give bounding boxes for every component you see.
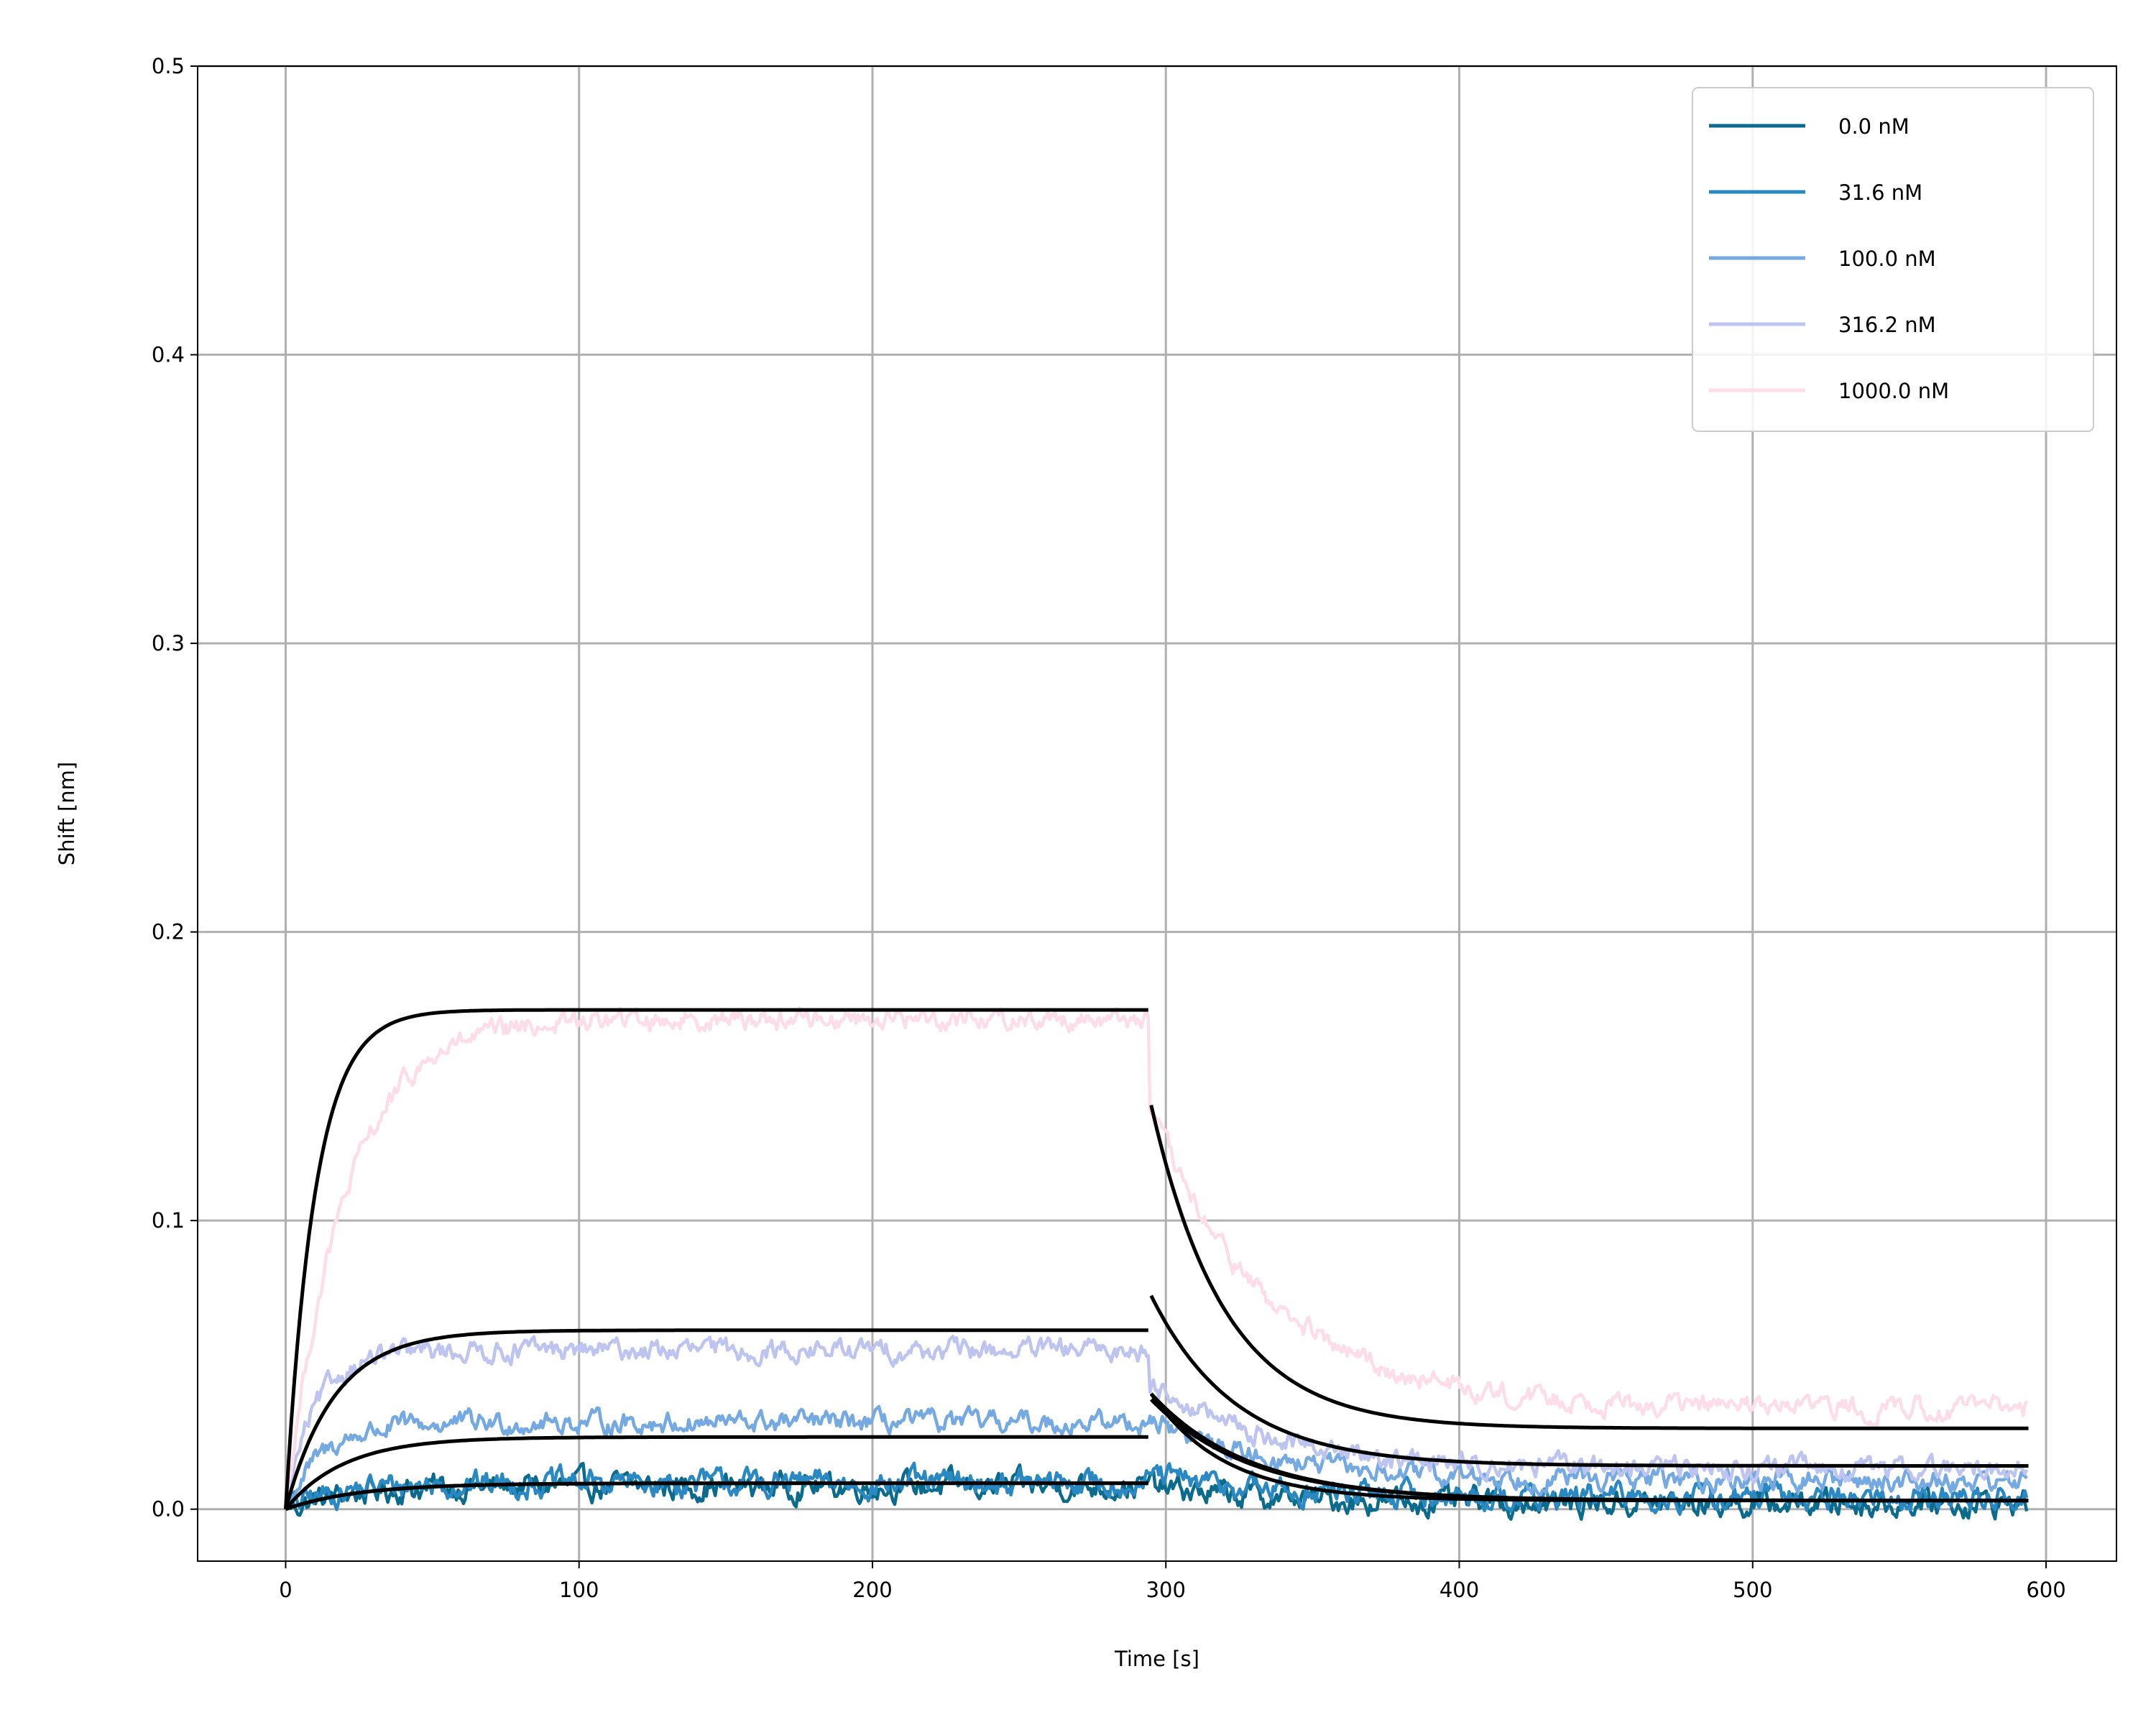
fit-association-3 xyxy=(284,1328,1148,1510)
x-tick-label: 300 xyxy=(1146,1578,1186,1602)
grid xyxy=(198,65,2116,1561)
fit-curves xyxy=(284,1008,2029,1512)
series-line-0 xyxy=(285,1461,2029,1521)
y-tick-label: 0.0 xyxy=(152,1497,185,1522)
y-tick-label: 0.3 xyxy=(152,631,185,656)
fit-dissociation-4 xyxy=(1149,1105,2029,1430)
x-axis-ticks: 0 100 200 300 400 500 600 xyxy=(279,1561,2066,1602)
y-tick-label: 0.2 xyxy=(152,920,185,944)
legend-box xyxy=(1692,87,2094,432)
y-axis-label: Shift [nm] xyxy=(55,762,79,865)
fit-association-2 xyxy=(284,1435,1148,1511)
plot-frame xyxy=(197,65,2117,1562)
legend-label-0: 0.0 nM xyxy=(1838,114,1909,139)
legend-label-4: 1000.0 nM xyxy=(1838,379,1949,403)
x-tick-label: 200 xyxy=(852,1578,892,1602)
legend-label-2: 100.0 nM xyxy=(1838,247,1936,271)
legend: 0.0 nM 31.6 nM 100.0 nM 316.2 nM 1000.0 nM xyxy=(1692,87,2094,432)
x-tick-label: 400 xyxy=(1439,1578,1479,1602)
fit-dissociation-3 xyxy=(1149,1294,2029,1468)
x-tick-label: 500 xyxy=(1733,1578,1772,1602)
data-traces xyxy=(284,1006,2029,1521)
x-tick-label: 0 xyxy=(279,1578,292,1602)
y-tick-label: 0.1 xyxy=(152,1208,185,1233)
y-tick-label: 0.4 xyxy=(152,343,185,367)
y-tick-label: 0.5 xyxy=(152,54,185,78)
legend-label-1: 31.6 nM xyxy=(1838,180,1922,205)
series-line-3 xyxy=(284,1335,2029,1510)
fit-dissociation-2 xyxy=(1149,1392,2029,1503)
fit-association-4 xyxy=(284,1008,1148,1509)
fit-association-1 xyxy=(285,1481,1148,1512)
legend-label-3: 316.2 nM xyxy=(1838,313,1936,337)
x-tick-label: 100 xyxy=(559,1578,599,1602)
x-tick-label: 600 xyxy=(2026,1578,2065,1602)
y-axis-ticks: 0.0 0.1 0.2 0.3 0.4 0.5 xyxy=(152,54,198,1522)
x-axis-label: Time [s] xyxy=(1114,1647,1199,1671)
series-line-2 xyxy=(284,1404,2028,1510)
series-line-4 xyxy=(284,1006,2029,1509)
